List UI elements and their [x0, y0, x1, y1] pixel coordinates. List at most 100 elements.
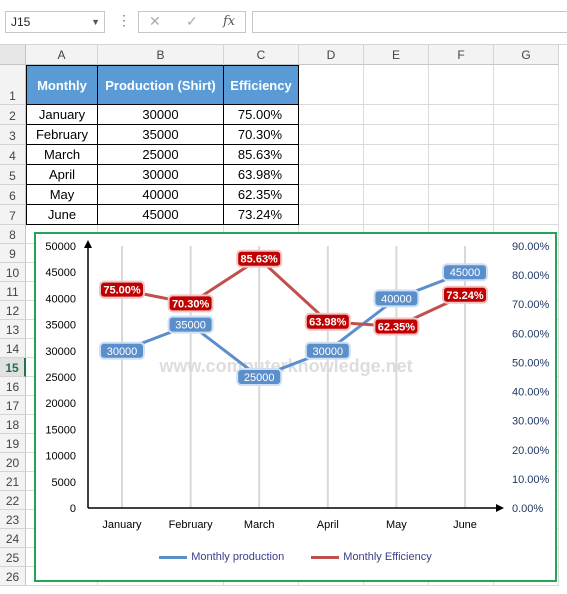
row-header-3[interactable]: 3: [0, 125, 26, 145]
y-axis-arrow-icon: [84, 240, 92, 248]
column-header-b[interactable]: B: [98, 45, 224, 65]
legend-swatch-efficiency: [311, 555, 340, 559]
data-label-box: [236, 368, 283, 386]
table-cell[interactable]: 40000: [98, 185, 224, 205]
table-cell[interactable]: 35000: [98, 125, 224, 145]
chevron-down-icon[interactable]: ▼: [91, 17, 100, 27]
row-header-11[interactable]: 11: [0, 282, 26, 301]
table-header-cell[interactable]: Monthly: [26, 65, 98, 105]
y-right-tick-label: 10.00%: [512, 474, 550, 486]
table-cell[interactable]: February: [26, 125, 98, 145]
column-header-e[interactable]: E: [364, 45, 429, 65]
table-cell[interactable]: 85.63%: [224, 145, 299, 165]
y-left-tick-label: 40000: [45, 293, 76, 305]
data-label: 25000: [244, 372, 275, 384]
y-right-tick-label: 80.00%: [512, 270, 550, 282]
table-cell[interactable]: 30000: [98, 105, 224, 125]
row-header-5[interactable]: 5: [0, 165, 26, 185]
row-header-20[interactable]: 20: [0, 453, 26, 472]
y-right-tick-label: 40.00%: [512, 387, 550, 399]
table-cell[interactable]: June: [26, 205, 98, 225]
row-header-13[interactable]: 13: [0, 320, 26, 339]
table-cell[interactable]: January: [26, 105, 98, 125]
table-cell[interactable]: 62.35%: [224, 185, 299, 205]
table-cell[interactable]: 25000: [98, 145, 224, 165]
column-header-f[interactable]: F: [429, 45, 494, 65]
select-all-corner[interactable]: [0, 45, 26, 65]
column-header-a[interactable]: A: [26, 45, 98, 65]
column-header-d[interactable]: D: [299, 45, 364, 65]
row-header-12[interactable]: 12: [0, 301, 26, 320]
data-label: 85.63%: [241, 254, 279, 266]
row-header-2[interactable]: 2: [0, 105, 26, 125]
row-header-15[interactable]: 15: [0, 358, 26, 377]
chart-plot: www.computerknowledge.net050001000015000…: [45, 240, 550, 531]
row-header-23[interactable]: 23: [0, 510, 26, 529]
enter-icon[interactable]: ✓: [186, 13, 198, 29]
table-header-cell[interactable]: Production (Shirt): [98, 65, 224, 105]
line-chart[interactable]: www.computerknowledge.net 0 5000 10000 15000…: [34, 232, 557, 582]
row-header-8[interactable]: 8: [0, 225, 26, 244]
table-cell[interactable]: April: [26, 165, 98, 185]
row-header-22[interactable]: 22: [0, 491, 26, 510]
row-header-1[interactable]: 1: [0, 65, 26, 105]
legend-item-efficiency[interactable]: Monthly Efficiency: [311, 551, 432, 564]
row-header-18[interactable]: 18: [0, 415, 26, 434]
row-header-16[interactable]: 16: [0, 377, 26, 396]
insert-function-icon[interactable]: fx: [223, 14, 236, 29]
table-cell[interactable]: 70.30%: [224, 125, 299, 145]
table-cell[interactable]: 75.00%: [224, 105, 299, 125]
data-label: 63.98%: [309, 317, 347, 329]
table-cell[interactable]: 45000: [98, 205, 224, 225]
legend-item-production[interactable]: Monthly production: [159, 551, 284, 563]
y-right-tick-label: 0.00%: [512, 503, 543, 515]
data-label: 30000: [107, 346, 138, 358]
legend-label-efficiency: Monthly Efficiency: [343, 551, 432, 564]
table-cell[interactable]: 63.98%: [224, 165, 299, 185]
row-header-26[interactable]: 26: [0, 567, 26, 586]
data-label: 75.00%: [103, 285, 141, 297]
column-header-g[interactable]: G: [494, 45, 559, 65]
y-right-tick-label: 30.00%: [512, 416, 550, 428]
y-left-tick-label: 45000: [45, 267, 76, 279]
row-header-6[interactable]: 6: [0, 185, 26, 205]
data-label: 30000: [313, 346, 344, 358]
x-tick-label: March: [244, 519, 275, 531]
table-cell[interactable]: 73.24%: [224, 205, 299, 225]
x-tick-label: April: [317, 519, 339, 531]
row-header-9[interactable]: 9: [0, 244, 26, 263]
data-label-box: [442, 285, 488, 304]
row-header-19[interactable]: 19: [0, 434, 26, 453]
more-options-icon[interactable]: ⋮: [117, 12, 131, 28]
y-left-tick-label: 30000: [45, 346, 76, 358]
row-header-7[interactable]: 7: [0, 205, 26, 225]
chart-legend: Monthly production Monthly Efficiency: [36, 551, 555, 563]
data-label: 73.24%: [446, 290, 484, 302]
row-header-14[interactable]: 14: [0, 339, 26, 358]
column-header-c[interactable]: C: [224, 45, 299, 65]
data-label-box: [304, 312, 351, 331]
table-header-cell[interactable]: Efficiency: [224, 65, 299, 105]
table-cell[interactable]: May: [26, 185, 98, 205]
row-header-17[interactable]: 17: [0, 396, 26, 415]
table-cell[interactable]: March: [26, 145, 98, 165]
row-header-4[interactable]: 4: [0, 145, 26, 165]
data-label-box: [236, 249, 283, 268]
y-left-tick-label: 35000: [45, 320, 76, 332]
data-label: 70.30%: [172, 298, 210, 310]
name-box[interactable]: J15 ▼: [5, 11, 105, 33]
formula-input[interactable]: [252, 11, 567, 33]
name-box-value: J15: [11, 15, 31, 29]
y-left-tick-label: 50000: [45, 241, 76, 253]
row-header-25[interactable]: 25: [0, 548, 26, 567]
data-label-box: [99, 280, 145, 299]
cancel-icon[interactable]: ✕: [149, 13, 161, 29]
row-header-10[interactable]: 10: [0, 263, 26, 282]
row-header-24[interactable]: 24: [0, 529, 26, 548]
row-gridline: [26, 585, 559, 586]
table-cell[interactable]: 30000: [98, 165, 224, 185]
x-tick-label: May: [386, 519, 407, 531]
formula-buttons: ✕ ✓ fx: [138, 11, 246, 33]
y-left-tick-label: 20000: [45, 398, 76, 410]
row-header-21[interactable]: 21: [0, 472, 26, 491]
